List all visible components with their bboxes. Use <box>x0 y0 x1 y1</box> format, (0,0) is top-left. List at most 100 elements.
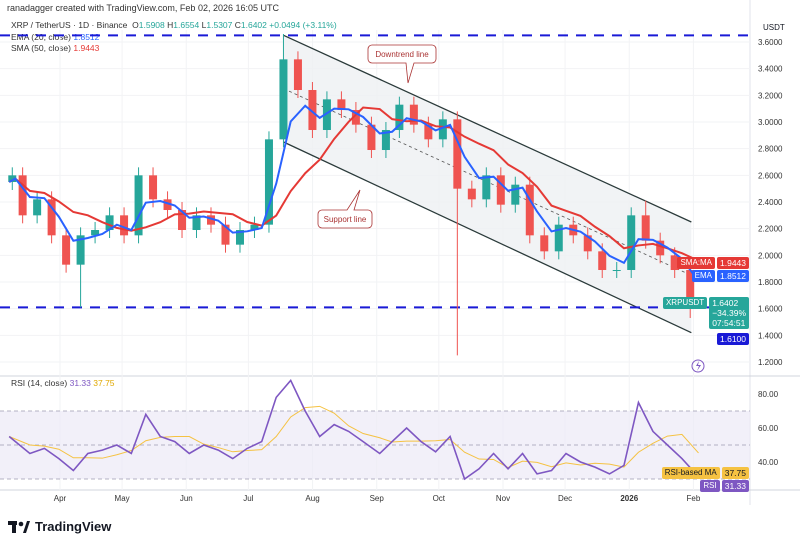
rsi-legend: RSI (14, close) 31.33 37.75 <box>11 378 115 388</box>
open-label: O <box>132 20 139 30</box>
open-value: 1.5908 <box>138 20 165 30</box>
candle <box>163 199 172 211</box>
time-tick-label: Feb <box>687 494 701 503</box>
candle <box>612 270 621 272</box>
rsi-label[interactable]: RSI (14, close) <box>11 378 68 388</box>
candle <box>178 210 187 231</box>
rsi-tag-value: 31.33 <box>721 480 749 492</box>
price-tick-label: 3.6000 <box>758 38 783 47</box>
ema-tag-value: 1.8512 <box>717 270 749 282</box>
candle <box>235 230 244 245</box>
candle <box>496 175 505 205</box>
candle <box>482 175 491 200</box>
candle <box>76 235 85 265</box>
time-tick-label: Aug <box>305 494 319 503</box>
candle <box>264 139 273 225</box>
candle <box>207 215 216 225</box>
change-value: +0.0494 (+3.11%) <box>269 20 337 30</box>
price-tick-label: 2.8000 <box>758 145 783 154</box>
time-tick-label: Oct <box>433 494 446 503</box>
candle <box>120 215 129 236</box>
rsi-ma-tag-group: RSI-based MA 37.75 <box>661 467 749 479</box>
candle <box>641 215 650 241</box>
high-value: 1.6554 <box>173 20 200 30</box>
price-tick-label: 3.2000 <box>758 91 783 100</box>
ema-tag-group: EMA 1.8512 <box>691 270 749 282</box>
last-price: 1.6402 <box>712 298 739 308</box>
time-tick-label: Sep <box>370 494 385 503</box>
ema-value: 1.8512 <box>73 31 100 42</box>
candle <box>367 124 376 151</box>
time-tick-label: 2026 <box>620 494 638 503</box>
time-tick-label: Dec <box>558 494 572 503</box>
candle <box>424 124 433 140</box>
price-tick-label: 1.2000 <box>758 358 783 367</box>
rsi-ma-tag: RSI-based MA <box>661 467 720 479</box>
candle <box>62 235 71 265</box>
time-tick-label: Apr <box>54 494 67 503</box>
price-tick-label: 2.6000 <box>758 171 783 180</box>
candle <box>91 230 100 236</box>
price-tick-label: 3.0000 <box>758 118 783 127</box>
brand-name: TradingView <box>35 519 112 534</box>
sma-tag: SMA:MA <box>677 257 715 269</box>
time-tick-label: Jul <box>243 494 253 503</box>
bar-countdown: 07:54:51 <box>712 318 746 328</box>
price-tick-label: 1.6000 <box>758 305 783 314</box>
tradingview-logo[interactable]: TradingView <box>8 519 111 534</box>
candle <box>686 270 695 304</box>
level-tag-group: 1.6100 <box>717 333 749 345</box>
candle <box>627 215 636 271</box>
candle <box>250 224 259 231</box>
candle <box>438 119 447 140</box>
candle <box>134 175 143 236</box>
price-tick-label: 3.4000 <box>758 65 783 74</box>
rsi-value: 31.33 <box>69 378 91 388</box>
rsi-ma-value: 37.75 <box>93 378 115 388</box>
sma-value: 1.9443 <box>73 43 100 53</box>
candle <box>525 184 534 236</box>
support-line <box>283 141 692 334</box>
chart-legend: XRP / TetherUS · 1D · Binance O1.5908 H1… <box>11 20 337 55</box>
candle <box>381 130 390 151</box>
downtrend-callout: Downtrend line <box>367 44 437 84</box>
candle <box>598 251 607 271</box>
last-change: −34.39% <box>712 308 746 318</box>
candle <box>395 104 404 131</box>
symbol-title[interactable]: XRP / TetherUS · 1D · Binance <box>11 20 128 30</box>
downtrend-line <box>283 34 692 223</box>
high-label: H <box>167 20 174 30</box>
candle <box>351 110 360 125</box>
time-tick-label: Nov <box>496 494 510 503</box>
rsi-tag-group: RSI 31.33 <box>700 480 749 492</box>
chart-credit: ranadagger created with TradingView.com,… <box>7 3 279 13</box>
time-tick-label: Jun <box>180 494 193 503</box>
candle <box>337 99 346 111</box>
lightning-icon <box>691 359 705 373</box>
candle <box>149 175 158 200</box>
rsi-tick-label: 80.00 <box>758 390 779 399</box>
last-price-group: XRPUSDT 1.6402 −34.39% 07:54:51 <box>662 297 749 329</box>
candle <box>33 199 42 216</box>
candle <box>409 104 418 125</box>
sma-label[interactable]: SMA (50, close) <box>11 43 71 53</box>
sma-50-line <box>8 106 699 262</box>
close-label: C <box>234 20 241 30</box>
rsi-ma-tag-value: 37.75 <box>721 467 749 479</box>
candle <box>453 119 462 189</box>
candle <box>18 175 27 216</box>
rsi-tick-label: 40.00 <box>758 458 779 467</box>
rsi-tick-label: 60.00 <box>758 424 779 433</box>
candle <box>511 184 520 205</box>
candle <box>293 59 302 91</box>
candle <box>583 235 592 252</box>
candle <box>8 175 17 183</box>
level-tag: 1.6100 <box>717 333 749 345</box>
last-price-tag: 1.6402 −34.39% 07:54:51 <box>709 297 749 329</box>
currency-label: USDT <box>763 23 785 32</box>
candle <box>656 240 665 256</box>
candle <box>221 224 230 245</box>
ema-label[interactable]: EMA (20, close) <box>11 31 71 42</box>
rsi-line <box>8 378 700 481</box>
